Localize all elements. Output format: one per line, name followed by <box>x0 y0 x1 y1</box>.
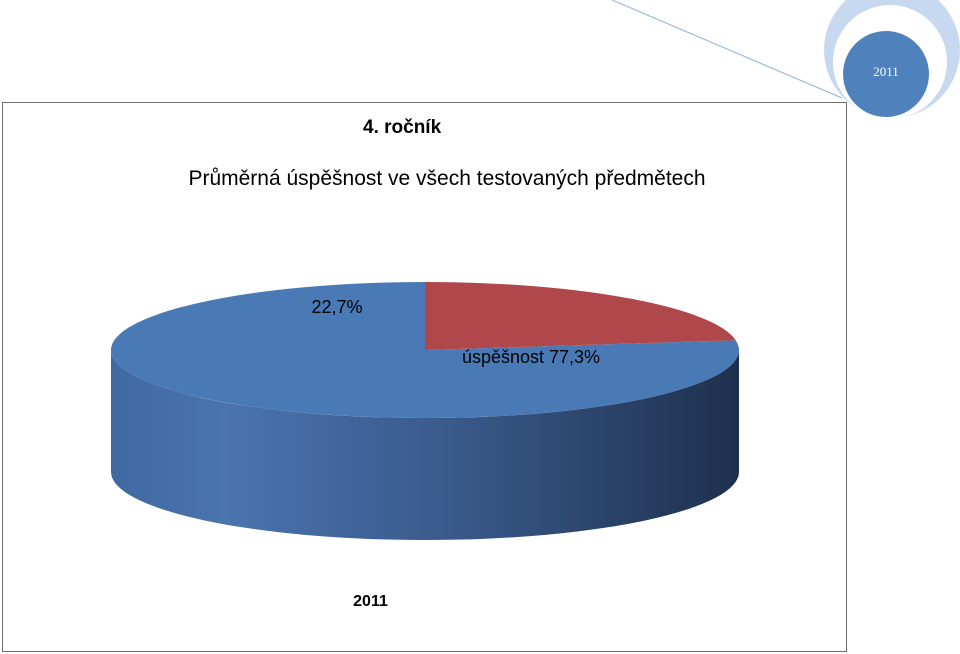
grade-title: 4. ročník <box>363 117 442 138</box>
slice-label-1: úspěšnost 77,3% <box>462 347 600 367</box>
year-badge-circle <box>843 31 929 117</box>
chart-frame: 4. ročník Průměrná úspěšnost ve všech te… <box>2 102 847 652</box>
chart-title: Průměrná úspěšnost ve všech testovaných … <box>188 167 706 190</box>
pie-side-wall <box>111 350 739 540</box>
slice-label-2: 22,7% <box>311 297 362 317</box>
year-badge: 2011 <box>873 64 899 79</box>
pie-slice-1 <box>111 282 740 419</box>
chart-footer: 2011 <box>353 593 388 610</box>
pie-chart: úspěšnost 77,3% 22,7% <box>111 282 740 540</box>
pie-slice-2 <box>425 282 736 350</box>
decor-diagonal-line <box>611 0 843 99</box>
